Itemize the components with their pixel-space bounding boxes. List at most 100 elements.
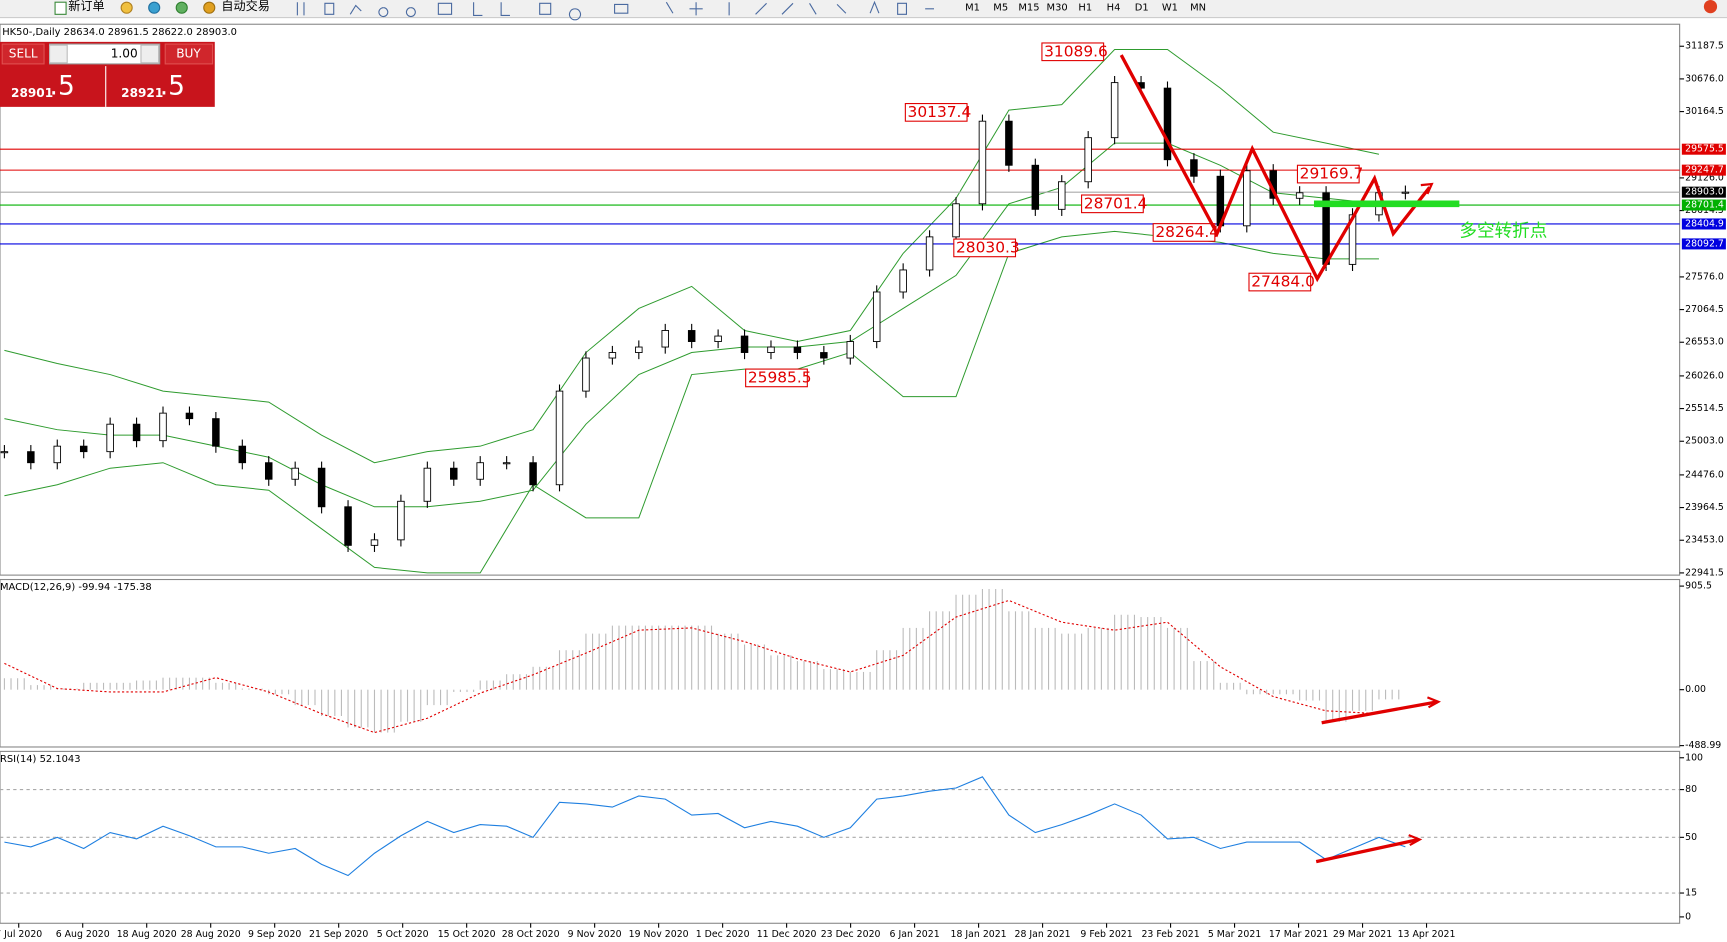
- candle: [291, 467, 299, 480]
- x-tick-label: 28 Aug 2020: [181, 929, 241, 940]
- candle: [238, 445, 247, 464]
- candle: [1190, 159, 1198, 177]
- annotation: 29169.7: [1300, 165, 1364, 183]
- timeframe-button[interactable]: MN: [1190, 3, 1206, 14]
- candle: [397, 500, 405, 541]
- macd-panel: [0, 578, 1681, 748]
- annotation-box: [1248, 272, 1312, 292]
- candle: [846, 341, 855, 359]
- annotation: 28701.4: [1084, 194, 1148, 212]
- x-tick-label: 28 Oct 2020: [502, 929, 560, 940]
- annotation: 27484.0: [1251, 273, 1315, 291]
- lot-size[interactable]: 1.00: [111, 46, 138, 60]
- candle: [317, 467, 326, 508]
- annotation-box: [953, 238, 1017, 258]
- price-panel: [0, 23, 1681, 576]
- candle: [555, 390, 564, 486]
- candle: [1110, 82, 1119, 139]
- timeframe-button[interactable]: H4: [1107, 3, 1121, 14]
- y-tick-label: 28614.5: [1685, 205, 1724, 216]
- timeframe-button[interactable]: W1: [1162, 3, 1178, 14]
- y-tick-label: 25003.0: [1685, 436, 1724, 447]
- bollinger-middle: [4, 142, 1380, 508]
- candle: [159, 412, 167, 442]
- timeframe-button[interactable]: D1: [1135, 3, 1149, 14]
- x-tick-label: 9 Feb 2021: [1080, 929, 1132, 940]
- annotation: 25985.5: [748, 368, 812, 386]
- y-tick-label: 29126.0: [1685, 172, 1724, 183]
- sell-price-frac[interactable]: .5: [50, 71, 75, 102]
- price-level-tag: [1681, 218, 1726, 230]
- y-tick-label: 27576.0: [1685, 271, 1724, 282]
- rsi-line: [4, 776, 1406, 877]
- auto-trading-button[interactable]: 自动交易: [221, 0, 269, 13]
- timeframe-button[interactable]: M5: [993, 3, 1008, 14]
- candle: [608, 352, 617, 359]
- x-tick-label: 13 Apr 2021: [1398, 929, 1456, 940]
- y-tick-label: 30164.5: [1685, 106, 1724, 117]
- sell-button[interactable]: SELL: [9, 46, 38, 60]
- candle: [344, 506, 352, 546]
- price-chart: 31187.5 30676.0 30164.5 29126.0 28614.5 27576…: [0, 41, 1726, 578]
- candle: [714, 335, 722, 342]
- buy-price-frac[interactable]: .5: [160, 71, 185, 102]
- price-level-label: 28903.0: [1685, 187, 1724, 198]
- x-tick-label: 18 Jan 2021: [951, 929, 1007, 940]
- price-level-tag: [1681, 143, 1726, 155]
- y-tick-label: 15: [1685, 888, 1697, 899]
- annotation-box: [1081, 194, 1144, 214]
- x-tick-label: 17 Mar 2021: [1269, 929, 1328, 940]
- timeframe-bar: M1 M5 M15 M30 H1 H4 D1 W1 MN: [965, 3, 1206, 14]
- y-tick-label: 0.00: [1685, 684, 1706, 695]
- annotation-box: [745, 368, 808, 388]
- candle: [450, 467, 458, 480]
- annotation-box: [904, 103, 968, 122]
- candle: [872, 291, 881, 342]
- y-tick-label: 24476.0: [1685, 469, 1724, 480]
- macd-signal: [4, 599, 1379, 734]
- candle: [1295, 192, 1304, 199]
- price-level-tag: [1681, 186, 1726, 198]
- y-tick-label: 80: [1685, 784, 1697, 795]
- candle: [1058, 181, 1066, 210]
- candle: [952, 203, 960, 238]
- candle: [661, 330, 669, 348]
- sell-price[interactable]: 28901: [11, 86, 53, 100]
- candle: [1163, 87, 1172, 161]
- x-tick-label: 28 Jan 2021: [1015, 929, 1071, 940]
- candle: [793, 346, 802, 353]
- x-tick-label: 29 Mar 2021: [1333, 929, 1392, 940]
- x-tick-label: 21 Sep 2020: [309, 929, 368, 940]
- x-tick-label: 9 Sep 2020: [248, 929, 301, 940]
- y-tick-label: 26553.0: [1685, 337, 1724, 348]
- candle: [899, 269, 907, 293]
- candle: [212, 418, 220, 447]
- notification-icon[interactable]: [1703, 0, 1718, 14]
- candle: [1084, 137, 1092, 183]
- timeframe-button[interactable]: H1: [1078, 3, 1092, 14]
- timeframe-button[interactable]: M15: [1018, 3, 1039, 14]
- rsi-chart: 100 80 50 15 0: [0, 752, 1703, 922]
- annotation: 28030.3: [956, 238, 1020, 256]
- candle: [106, 423, 114, 453]
- buy-button[interactable]: BUY: [176, 46, 201, 60]
- annotation: 30137.4: [908, 103, 972, 121]
- candle: [820, 352, 828, 359]
- timeframe-button[interactable]: M30: [1047, 3, 1068, 14]
- y-tick-label: 905.5: [1685, 581, 1712, 592]
- candle: [767, 346, 775, 353]
- y-tick-label: 23453.0: [1685, 535, 1724, 546]
- new-order-button[interactable]: 新订单: [68, 0, 104, 13]
- candle: [529, 462, 537, 486]
- candle: [264, 462, 273, 480]
- timeframe-button[interactable]: M1: [965, 3, 980, 14]
- candle: [370, 539, 379, 546]
- candle: [687, 330, 696, 342]
- candle: [185, 412, 194, 420]
- buy-price[interactable]: 28921: [121, 86, 163, 100]
- y-tick-label: 0: [1685, 911, 1691, 922]
- macd-header: MACD(12,26,9) -99.94 -175.38: [0, 582, 152, 593]
- macd-chart: 905.5 0.00 -488.99: [3, 581, 1721, 751]
- price-level-label: 28701.4: [1685, 200, 1724, 211]
